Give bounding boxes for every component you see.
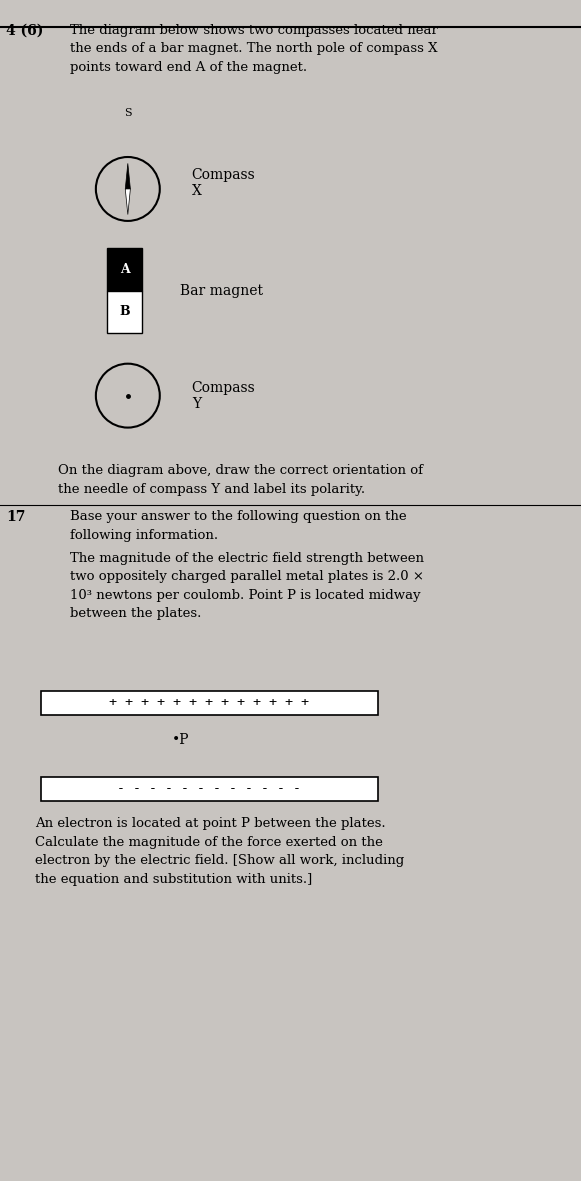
Text: The magnitude of the electric field strength between
two oppositely charged para: The magnitude of the electric field stre… <box>70 552 424 620</box>
Text: S: S <box>124 109 132 118</box>
Text: 17: 17 <box>6 510 25 524</box>
Bar <box>107 248 142 291</box>
Text: On the diagram above, draw the correct orientation of
the needle of compass Y an: On the diagram above, draw the correct o… <box>58 464 423 496</box>
Polygon shape <box>125 163 130 189</box>
Text: Bar magnet: Bar magnet <box>180 283 263 298</box>
Text: A: A <box>120 262 130 276</box>
Text: Compass
Y: Compass Y <box>192 380 256 411</box>
Bar <box>41 777 378 801</box>
Text: Compass
X: Compass X <box>192 168 256 198</box>
Bar <box>107 291 142 333</box>
Text: Base your answer to the following question on the
following information.: Base your answer to the following questi… <box>70 510 406 542</box>
Text: •P: •P <box>171 733 189 748</box>
Text: N: N <box>123 249 132 259</box>
Text: An electron is located at point P between the plates.
Calculate the magnitude of: An electron is located at point P betwee… <box>35 817 404 886</box>
Text: B: B <box>120 305 130 319</box>
Text: - - - - - - - - - - - -: - - - - - - - - - - - - <box>117 782 301 796</box>
Text: 4 (6): 4 (6) <box>6 24 43 38</box>
Text: + + + + + + + + + + + + +: + + + + + + + + + + + + + <box>109 696 309 710</box>
Bar <box>41 691 378 715</box>
Text: The diagram below shows two compasses located near
the ends of a bar magnet. The: The diagram below shows two compasses lo… <box>70 24 437 73</box>
Polygon shape <box>125 189 130 215</box>
